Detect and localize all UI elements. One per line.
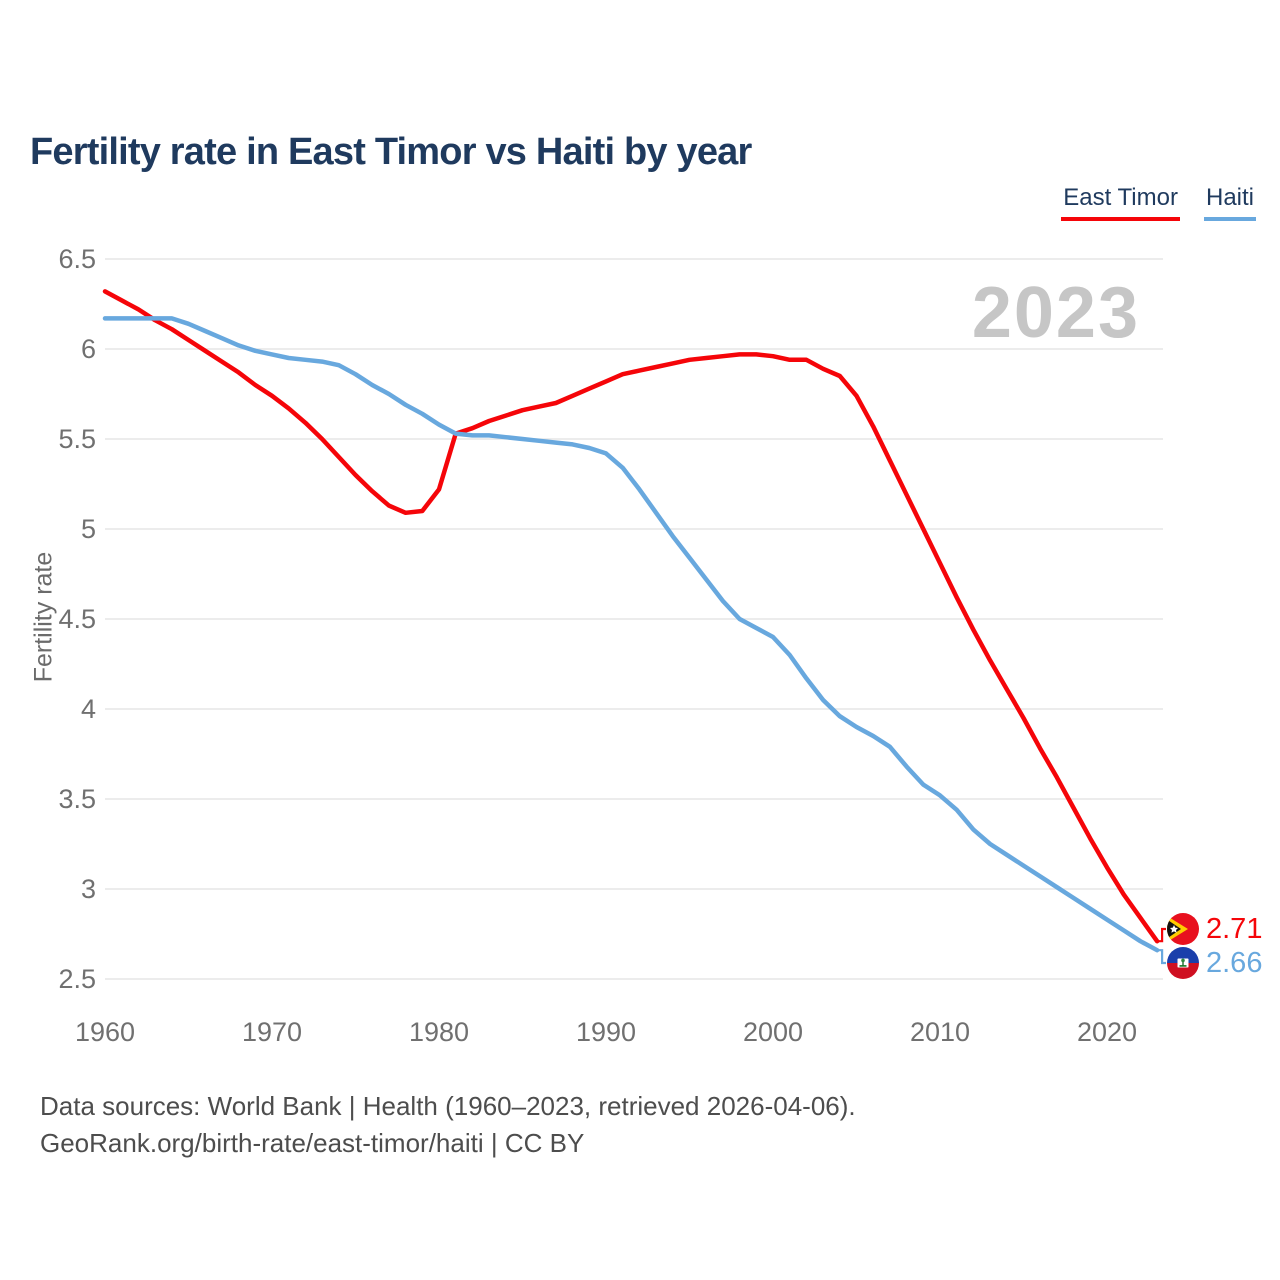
x-tick-label: 2010 [909,1017,971,1047]
y-tick-label: 6.5 [58,244,96,274]
legend-item-haiti[interactable]: Haiti [1203,184,1256,221]
y-tick-label: 4 [80,694,96,724]
x-tick-label: 1960 [74,1017,136,1047]
y-tick-label: 4.5 [58,604,96,634]
end-label-east-timor: 2.71 [1167,912,1262,946]
haiti-connector [1157,949,1166,965]
y-tick-label: 2.5 [58,964,96,994]
y-axis-title: Fertility rate [29,551,58,683]
footer-data-sources: Data sources: World Bank | Health (1960–… [40,1091,856,1121]
x-tick-label: 1990 [575,1017,637,1047]
east-timor-line [102,289,1160,944]
series-lines [102,289,1160,953]
y-tick-label: 5.5 [58,424,96,454]
year-watermark: 2023 [971,273,1140,353]
east-timor-connector [1157,927,1166,943]
east-timor-flag-icon [1167,913,1199,945]
x-tick-label: 2000 [742,1017,804,1047]
y-tick-label: 5 [80,514,96,544]
y-tick-label: 6 [80,334,96,364]
legend: East Timor Haiti [1061,184,1256,221]
footer: Data sources: World Bank | Health (1960–… [40,1088,856,1162]
y-tick-label: 3 [80,874,96,904]
legend-item-east-timor[interactable]: East Timor [1061,184,1180,221]
end-value-east-timor: 2.71 [1206,913,1263,945]
footer-attribution: GeoRank.org/birth-rate/east-timor/haiti … [40,1128,585,1158]
end-label-connectors [1157,927,1166,965]
x-tick-label: 1970 [241,1017,303,1047]
x-tick-label: 2020 [1076,1017,1138,1047]
end-label-haiti: 2.66 [1167,946,1262,980]
gridlines [105,258,1163,980]
x-tick-label: 1980 [408,1017,470,1047]
y-tick-label: 3.5 [58,784,96,814]
page-title: Fertility rate in East Timor vs Haiti by… [30,131,752,174]
end-value-haiti: 2.66 [1206,947,1263,979]
haiti-flag-icon [1167,947,1199,979]
haiti-line [102,316,1160,953]
